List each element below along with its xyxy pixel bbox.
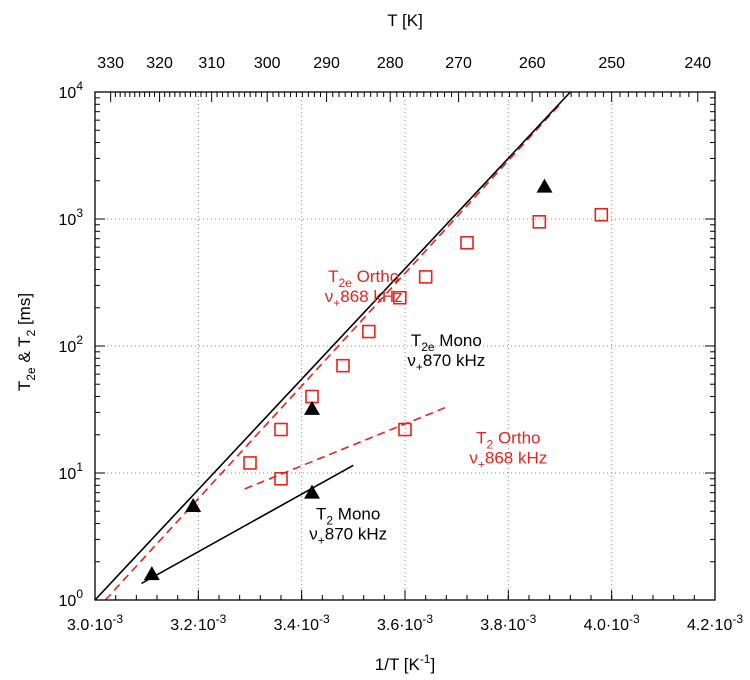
x-axis-title: 1/T [K-1] xyxy=(375,652,435,674)
x2-tick-label: 270 xyxy=(445,55,472,72)
x2-tick-label: 320 xyxy=(146,55,173,72)
x2-tick-label: 260 xyxy=(519,55,546,72)
annotation-t2-ortho: T2 Ortho xyxy=(476,429,540,452)
data-point-square xyxy=(243,456,257,470)
data-point-triangle xyxy=(536,178,553,193)
annotation-t2e-mono-freq: ν+870 kHz xyxy=(407,351,485,374)
x-tick-label: 3.4·10-3 xyxy=(274,612,330,634)
data-point-triangle xyxy=(185,497,202,512)
data-point-square xyxy=(362,324,376,339)
x2-tick-label: 280 xyxy=(377,55,404,72)
data-point-square xyxy=(336,358,350,373)
x2-axis-title: T [K] xyxy=(387,11,423,30)
y-tick-label: 100 xyxy=(59,587,84,610)
tick-labels: 3.0·10-3 3.2·10-3 3.4·10-3 3.6·10-3 3.8·10-3… xyxy=(59,55,744,634)
fit-line-mono xyxy=(94,91,571,601)
data-points xyxy=(143,178,609,581)
data-point-square xyxy=(594,207,609,222)
x2-tick-label: 250 xyxy=(598,55,625,72)
x-tick-label: 3.0·10-3 xyxy=(67,612,123,634)
y-tick-label: 103 xyxy=(59,206,84,229)
y-axis-title: T2e & T2 [ms] xyxy=(15,293,38,391)
grid xyxy=(94,91,716,601)
data-point-square xyxy=(274,422,288,437)
data-point-triangle xyxy=(143,566,160,581)
annotation-t2-ortho-freq: ν+868 kHz xyxy=(469,449,547,472)
data-point-triangle xyxy=(304,400,320,415)
data-point-square xyxy=(393,290,407,305)
fit-line-ortho xyxy=(244,406,447,490)
y-tick-label: 104 xyxy=(59,79,84,102)
data-point-square xyxy=(460,235,474,250)
data-point-square xyxy=(305,389,319,404)
x2-tick-label: 300 xyxy=(254,55,281,72)
data-point-square xyxy=(418,270,433,284)
annotation-t2e-mono: T2e Mono xyxy=(411,331,482,354)
fit-line-mono xyxy=(141,464,354,585)
annotation-t2-mono: T2 Mono xyxy=(316,505,380,528)
x2-tick-label: 290 xyxy=(313,55,340,72)
fit-line-ortho xyxy=(104,103,561,601)
data-point-square xyxy=(532,215,547,229)
fit-lines xyxy=(94,91,571,601)
data-point-square xyxy=(274,472,288,486)
y-tick-label: 101 xyxy=(59,460,84,483)
data-point-triangle xyxy=(304,484,320,499)
x-tick-label: 4.0·10-3 xyxy=(584,612,640,634)
y-tick-label: 102 xyxy=(59,333,84,356)
x-tick-label: 3.6·10-3 xyxy=(377,612,433,634)
x-tick-label: 4.2·10-3 xyxy=(687,612,743,634)
x2-tick-label: 310 xyxy=(198,55,225,72)
axis-ticks xyxy=(94,91,716,601)
annotation-t2-mono-freq: ν+870 kHz xyxy=(309,525,387,548)
x-tick-label: 3.8·10-3 xyxy=(480,612,536,634)
x2-tick-label: 330 xyxy=(97,55,124,72)
annotation-t2e-ortho: T2e Ortho xyxy=(328,267,399,290)
annotation-t2e-ortho-freq: ν+868 kHz xyxy=(325,287,403,310)
data-point-square xyxy=(398,422,412,437)
x-tick-label: 3.2·10-3 xyxy=(170,612,226,634)
x2-tick-label: 240 xyxy=(684,55,711,72)
